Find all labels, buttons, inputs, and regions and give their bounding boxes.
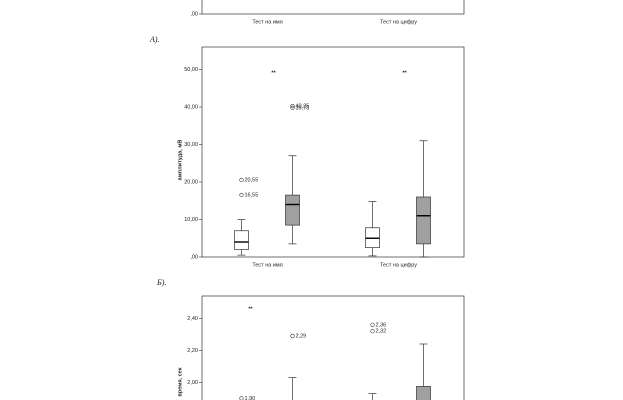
outlier bbox=[239, 396, 244, 400]
y-tick-label: 20,00 bbox=[184, 179, 198, 185]
outlier bbox=[290, 333, 295, 339]
box bbox=[416, 196, 431, 245]
y-tick-label: 40,00 bbox=[184, 104, 198, 110]
y-tick-label: 50,00 bbox=[184, 67, 198, 73]
y-tick-label: 30,00 bbox=[184, 142, 198, 148]
y-tick-label: ,00 bbox=[190, 11, 198, 17]
outlier bbox=[370, 322, 375, 327]
y-axis-label: время, сек bbox=[177, 367, 183, 396]
outlier-label: 39,78 bbox=[296, 105, 310, 111]
y-tick-label: ,00 bbox=[190, 254, 198, 260]
outlier bbox=[239, 177, 244, 183]
outlier-label: 20,55 bbox=[245, 177, 259, 183]
caption: А). bbox=[149, 35, 160, 44]
plot-frame bbox=[201, 295, 465, 400]
y-tick-label: 10,00 bbox=[184, 217, 198, 223]
outlier bbox=[370, 329, 375, 334]
box bbox=[416, 386, 431, 400]
outlier bbox=[239, 192, 244, 198]
y-axis-label: амплитуда, мВ bbox=[177, 140, 183, 181]
x-tick-label: Тест на имя bbox=[252, 262, 282, 268]
box bbox=[234, 230, 249, 250]
y-tick-label: 2,40 bbox=[187, 316, 198, 322]
y-tick-label: 2,00 bbox=[187, 380, 198, 386]
box bbox=[285, 194, 300, 226]
outlier-label: 1,90 bbox=[245, 396, 256, 400]
annotation: ** bbox=[271, 70, 276, 76]
annotation: ** bbox=[248, 306, 253, 312]
outlier bbox=[290, 105, 295, 110]
outlier-label: 16,55 bbox=[245, 192, 259, 198]
outlier-label: 2,32 bbox=[376, 329, 387, 335]
outlier bbox=[290, 103, 295, 109]
outlier-label: 40,25 bbox=[296, 104, 310, 110]
annotation: ** bbox=[402, 70, 407, 76]
x-tick-label: Тест на имя bbox=[252, 19, 282, 25]
x-tick-label: Тест на цифру bbox=[380, 19, 417, 25]
outlier-label: 2,29 bbox=[296, 333, 307, 339]
plot-frame bbox=[201, 0, 465, 15]
y-tick-label: 2,20 bbox=[187, 348, 198, 354]
caption: Б). bbox=[156, 278, 166, 287]
plot-frame bbox=[201, 46, 465, 258]
x-tick-label: Тест на цифру bbox=[380, 262, 417, 268]
outlier-label: 2,36 bbox=[376, 322, 387, 328]
